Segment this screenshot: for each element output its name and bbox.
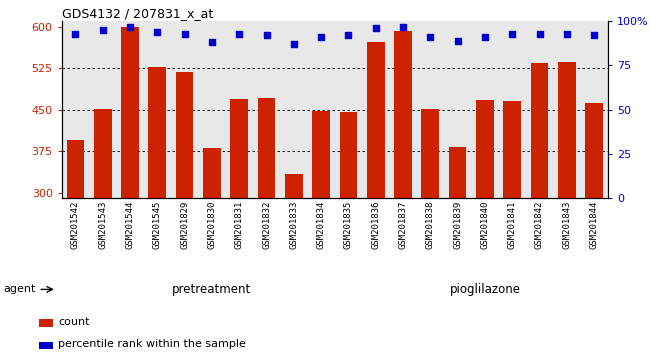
Point (589, 33, 599, 38)
Bar (503, 102, 521, 354)
Point (370, 25, 381, 31)
Bar (176, 72, 194, 354)
Point (234, 31, 244, 36)
Bar (339, 112, 358, 354)
Text: GSM201831: GSM201831 (235, 200, 244, 249)
Text: GSM201833: GSM201833 (289, 200, 298, 249)
Bar (558, 62, 576, 354)
Bar (394, 31, 412, 354)
Text: pioglilazone: pioglilazone (449, 283, 521, 296)
Bar (448, 147, 467, 354)
Bar (285, 175, 303, 354)
Text: GSM201829: GSM201829 (180, 200, 189, 249)
Text: GSM201830: GSM201830 (207, 200, 216, 249)
Point (480, 34, 490, 40)
Bar (39, 342, 53, 349)
Point (534, 31, 545, 36)
Point (507, 31, 517, 36)
Point (70, 31, 81, 36)
Point (98, 27, 108, 33)
Text: GSM201844: GSM201844 (590, 200, 599, 249)
Text: GSM201841: GSM201841 (508, 200, 517, 249)
Text: GDS4132 / 207831_x_at: GDS4132 / 207831_x_at (62, 7, 213, 20)
Bar (367, 42, 385, 354)
Text: GSM201834: GSM201834 (317, 200, 326, 249)
Point (562, 31, 572, 36)
Bar (121, 27, 139, 354)
Text: pretreatment: pretreatment (172, 283, 252, 296)
Point (316, 34, 326, 40)
Text: GSM201840: GSM201840 (480, 200, 489, 249)
Bar (94, 109, 112, 354)
Text: GSM201838: GSM201838 (426, 200, 435, 249)
Bar (39, 319, 53, 327)
Text: GSM201843: GSM201843 (562, 200, 571, 249)
Text: GSM201836: GSM201836 (371, 200, 380, 249)
Text: GSM201837: GSM201837 (398, 200, 408, 249)
Text: GSM201543: GSM201543 (98, 200, 107, 249)
Text: GSM201542: GSM201542 (71, 200, 80, 249)
Text: GSM201832: GSM201832 (262, 200, 271, 249)
Text: GSM201545: GSM201545 (153, 200, 162, 249)
Point (289, 41, 299, 47)
Point (179, 31, 190, 36)
Text: GSM201835: GSM201835 (344, 200, 353, 249)
Point (207, 40, 217, 45)
Bar (476, 100, 494, 354)
Point (152, 29, 162, 35)
Point (398, 24, 408, 29)
Text: agent: agent (3, 284, 36, 295)
Point (452, 38, 463, 44)
Text: GSM201544: GSM201544 (125, 200, 135, 249)
Bar (148, 67, 166, 354)
Text: GSM201842: GSM201842 (535, 200, 544, 249)
Bar (257, 98, 276, 354)
Text: GSM201839: GSM201839 (453, 200, 462, 249)
Point (343, 33, 354, 38)
Point (261, 33, 272, 38)
Bar (530, 63, 549, 354)
Bar (585, 103, 603, 354)
Point (425, 34, 436, 40)
Text: count: count (58, 317, 90, 327)
Bar (66, 140, 84, 354)
Bar (203, 148, 221, 354)
Bar (312, 111, 330, 354)
Bar (230, 99, 248, 354)
Text: percentile rank within the sample: percentile rank within the sample (58, 339, 246, 349)
Point (125, 24, 135, 29)
Bar (421, 109, 439, 354)
